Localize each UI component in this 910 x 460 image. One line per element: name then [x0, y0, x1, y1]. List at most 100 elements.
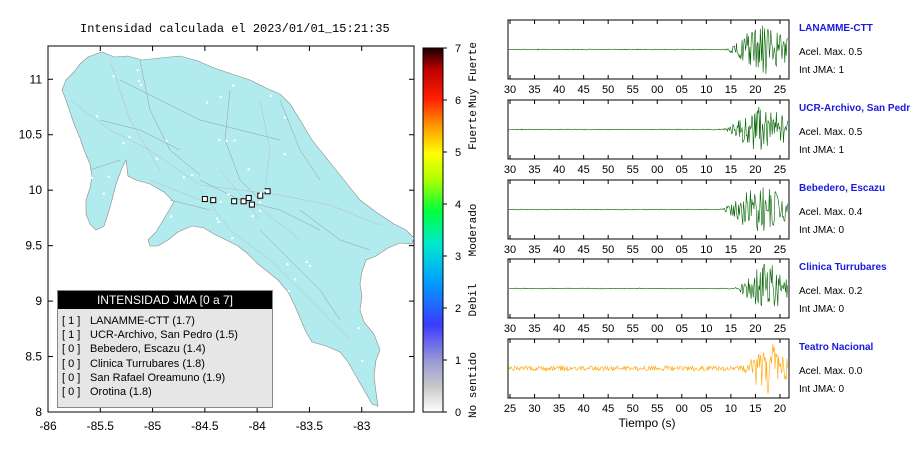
waveform-tick-label: 35 [528, 164, 540, 176]
town-dot [259, 192, 263, 195]
map-x-tick-label: -86 [39, 419, 57, 433]
legend-text: Clinica Turrubares (1.8) [90, 357, 205, 370]
waveform-tick-label: 45 [577, 323, 589, 335]
map-x-tick-label: -83 [353, 419, 371, 433]
station-name: Clinica Turrubares [799, 262, 887, 273]
town-dot [215, 217, 219, 220]
waveform-tick-label: 45 [602, 403, 614, 415]
waveform-tick-label: 25 [774, 164, 786, 176]
waveform-trace [508, 25, 788, 75]
legend-badge: [ 1 ] [62, 329, 81, 342]
station-marker [231, 198, 238, 205]
waveform-tick-label: 25 [504, 403, 516, 415]
town-dot [263, 189, 267, 192]
town-dot [333, 112, 336, 115]
waveform-tick-label: 10 [725, 403, 737, 415]
town-dot [280, 329, 283, 333]
town-dot [128, 135, 131, 139]
town-dot [305, 260, 308, 264]
waveform-panel: 30 35 40 45 50 55 00 05 10 15 20 25 [504, 258, 790, 335]
colorbar-tick-label: 1 [455, 355, 461, 367]
town-dot [247, 167, 250, 171]
town-dot [112, 75, 115, 78]
colorbar-gradient [422, 47, 444, 413]
town-dot [218, 138, 221, 141]
legend-item: [ 0 ] Clinica Turrubares (1.8) [62, 357, 272, 371]
legend-item: [ 0 ] Orotina (1.8) [62, 385, 272, 399]
town-dot [269, 94, 273, 98]
waveform-tick-label: 40 [553, 244, 565, 256]
waveform-tick-label: 35 [528, 323, 540, 335]
town-dot [90, 176, 94, 180]
legend-text: Bebedero, Escazu (1.4) [90, 343, 206, 356]
waveform-x-label: Tiempo (s) [619, 416, 676, 430]
chart-title: Intensidad calculada el 2023/01/01_15:21… [80, 22, 390, 36]
town-dot [365, 166, 369, 169]
waveform-panel: 30 35 40 45 50 55 00 05 10 15 20 25 [504, 179, 790, 256]
legend-item: [ 0 ] San Rafael Oreamuno (1.9) [62, 371, 272, 385]
town-dot [123, 202, 127, 205]
legend-text: LANAMME-CTT (1.7) [90, 315, 195, 327]
map-y-tick-label: 8 [35, 405, 42, 419]
town-dot [102, 192, 106, 195]
station-int: Int JMA: 0 [799, 384, 845, 395]
waveform-tick-label: 55 [627, 84, 639, 96]
station-marker [248, 201, 255, 208]
station-marker [201, 196, 208, 203]
waveform-tick-label: 50 [602, 323, 614, 335]
waveform-tick-label: 05 [700, 403, 712, 415]
colorbar-tick-label: 5 [455, 147, 461, 159]
legend-badge: [ 0 ] [62, 357, 81, 370]
waveform-tick-label: 20 [749, 164, 761, 176]
station-int: Int JMA: 1 [799, 65, 845, 76]
waveform-tick-label: 05 [676, 84, 688, 96]
town-dot [137, 80, 141, 83]
waveform-tick-label: 10 [700, 323, 712, 335]
town-dot [365, 125, 369, 128]
station-int: Int JMA: 0 [799, 225, 845, 236]
town-dot [304, 108, 307, 111]
waveform-trace [508, 187, 788, 231]
station-name: Teatro Nacional [799, 342, 874, 353]
colorbar-tick-label: 7 [455, 43, 461, 55]
waveform-tick-label: 50 [627, 403, 639, 415]
station-acel: Acel. Max. 0.2 [799, 286, 863, 297]
town-dot [155, 157, 158, 161]
waveform-panel: 25 30 35 40 45 50 55 00 05 10 15 20 [504, 338, 790, 415]
waveform-tick-label: 20 [749, 84, 761, 96]
station-marker [240, 198, 247, 205]
waveform-tick-label: 55 [627, 244, 639, 256]
town-dot [169, 215, 173, 218]
town-dot [219, 95, 222, 99]
map-y-tick-label: 9.5 [25, 239, 42, 253]
town-dot [293, 278, 297, 281]
town-dot [227, 193, 230, 196]
waveform-tick-label: 20 [774, 403, 786, 415]
waveform-tick-label: 30 [504, 84, 516, 96]
town-dot [251, 214, 254, 218]
waveform-tick-label: 15 [725, 323, 737, 335]
map-y-tick-label: 9 [35, 294, 42, 308]
town-dot [231, 237, 234, 240]
colorbar-category-label: Fuerte [468, 110, 480, 150]
town-dot [308, 264, 312, 268]
map-x-tick-label: -85.5 [87, 419, 115, 433]
waveform-tick-label: 00 [676, 403, 688, 415]
town-dot [122, 141, 125, 145]
town-dot [107, 175, 110, 178]
waveform-tick-label: 00 [651, 244, 663, 256]
colorbar-category-label: Debil [468, 283, 480, 316]
colorbar-tick-label: 0 [455, 407, 461, 419]
colorbar: 0 1 2 3 4 5 6 7 No sentido Debil Moderado Fuerte Mu… [422, 42, 480, 419]
legend-text: UCR-Archivo, San Pedro (1.5) [90, 329, 238, 342]
legend-badge: [ 0 ] [62, 343, 81, 356]
town-dot [95, 115, 99, 118]
waveform-tick-label: 45 [577, 84, 589, 96]
colorbar-category-label: Muy Fuerte [468, 42, 480, 108]
town-dot [258, 201, 262, 204]
town-dot [219, 200, 222, 203]
station-markers [90, 69, 369, 369]
waveform-tick-label: 00 [651, 84, 663, 96]
waveform-tick-label: 30 [528, 403, 540, 415]
town-dot [279, 91, 282, 95]
